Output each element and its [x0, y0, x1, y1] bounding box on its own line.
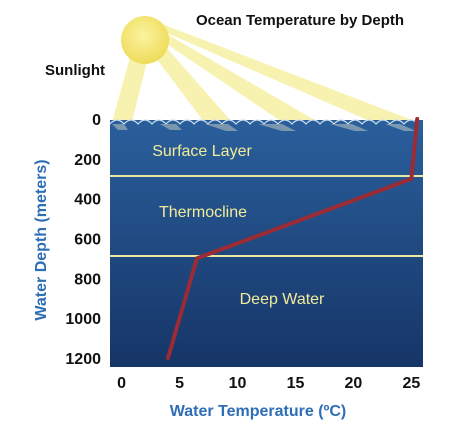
waves [109, 119, 419, 131]
x-axis-label: Water Temperature (ºC) [170, 403, 347, 420]
x-axis-ticks: 0 5 10 15 20 25 [117, 375, 420, 392]
y-tick-label: 1200 [65, 351, 101, 368]
ocean-background [110, 120, 423, 367]
sunbeams [112, 24, 412, 122]
layer-label-surface: Surface Layer [152, 143, 252, 160]
layer-label-deep: Deep Water [240, 291, 325, 308]
temperature-profile-line [166, 117, 420, 360]
layer-label-thermocline: Thermocline [159, 204, 247, 221]
x-tick-label: 5 [175, 375, 184, 392]
x-tick-label: 15 [287, 375, 305, 392]
x-tick-label: 10 [229, 375, 247, 392]
x-tick-label: 0 [117, 375, 126, 392]
y-tick-label: 200 [74, 152, 101, 169]
y-tick-label: 0 [92, 112, 101, 129]
y-tick-label: 1000 [65, 311, 101, 328]
sun-icon [121, 16, 169, 64]
y-axis-label: Water Depth (meters) [33, 159, 50, 320]
sunlight-annotation: Sunlight [45, 62, 105, 79]
chart-title: Ocean Temperature by Depth [196, 12, 404, 29]
y-axis-ticks: 0 200 400 600 800 1000 1200 [65, 112, 101, 368]
x-tick-label: 25 [403, 375, 421, 392]
y-tick-label: 600 [74, 232, 101, 249]
y-tick-label: 400 [74, 192, 101, 209]
x-tick-label: 20 [345, 375, 363, 392]
y-tick-label: 800 [74, 271, 101, 288]
